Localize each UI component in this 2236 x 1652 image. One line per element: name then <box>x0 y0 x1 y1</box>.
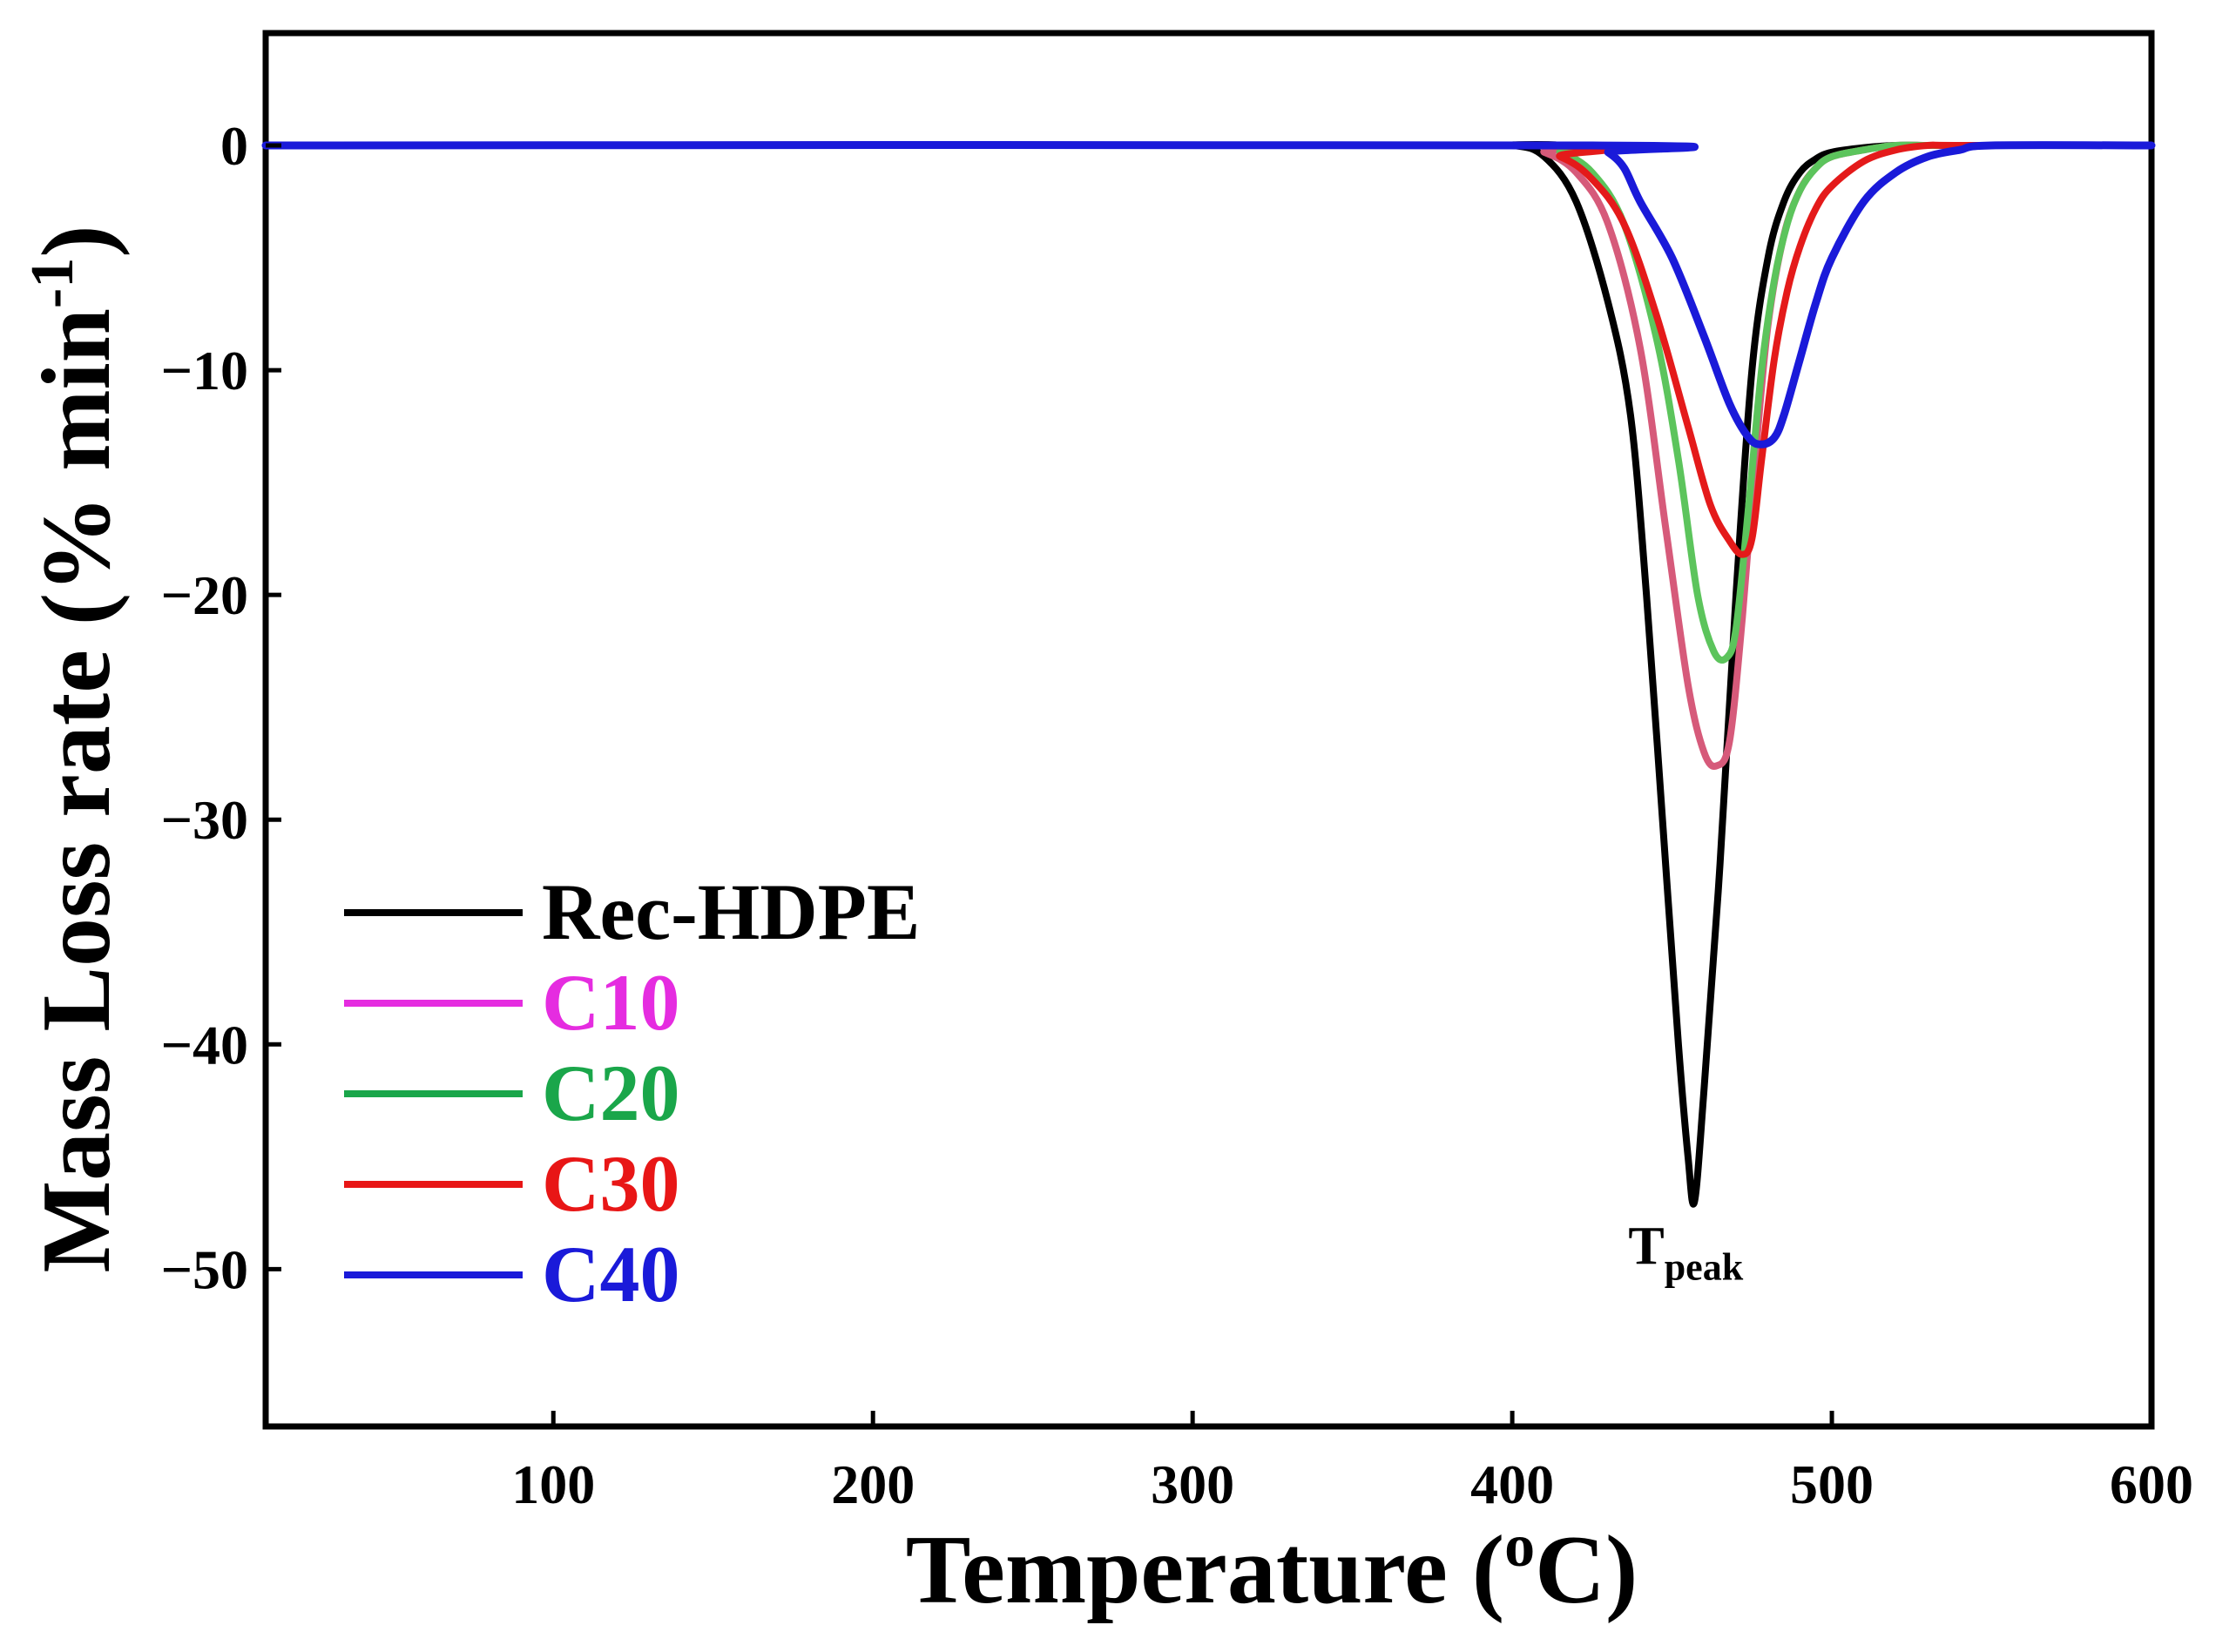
legend-label-c10: C10 <box>542 958 679 1047</box>
x-tick-label-400: 400 <box>1470 1453 1554 1515</box>
x-tick-label-600: 600 <box>2110 1453 2193 1515</box>
peak-temperature-annotation: Tpeak <box>1628 1217 1743 1289</box>
y-axis: 0 −10 −20 −30 −40 −50 <box>161 115 281 1300</box>
y-tick-label--10: −10 <box>161 340 248 401</box>
legend-label-c30: C30 <box>542 1139 679 1228</box>
plot-frame <box>262 30 2155 1430</box>
y-tick-label--20: −20 <box>161 564 248 626</box>
y-tick-label--50: −50 <box>161 1238 248 1300</box>
x-tick-label-200: 200 <box>831 1453 915 1515</box>
x-axis: 100 200 300 400 500 600 <box>511 1411 2193 1515</box>
legend-label-rec-hdpe: Rec-HDPE <box>542 867 920 956</box>
x-axis-title: Temperature (oC) <box>906 1513 1638 1624</box>
x-tick-label-300: 300 <box>1151 1453 1234 1515</box>
series-line-c40 <box>261 140 2156 448</box>
y-axis-title: Mass Loss rate (% min-1) <box>19 225 131 1272</box>
y-tick-label--30: −30 <box>161 789 248 851</box>
x-tick-label-500: 500 <box>1790 1453 1874 1515</box>
plot-border <box>262 30 2155 1430</box>
legend-label-c20: C20 <box>542 1049 679 1137</box>
y-tick-label-0: 0 <box>220 115 248 177</box>
y-tick-label--40: −40 <box>161 1014 248 1075</box>
x-tick-label-100: 100 <box>511 1453 595 1515</box>
legend-label-c40: C40 <box>542 1230 679 1318</box>
series-layer <box>261 140 2156 1208</box>
